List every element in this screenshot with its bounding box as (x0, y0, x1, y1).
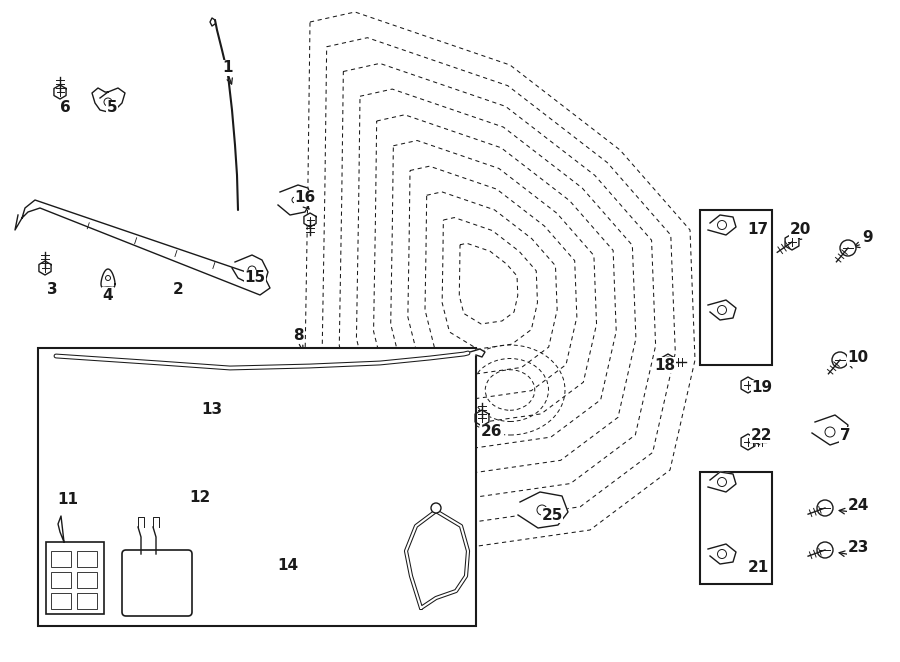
Circle shape (717, 220, 726, 230)
Polygon shape (39, 261, 51, 275)
Polygon shape (708, 544, 736, 564)
Polygon shape (278, 185, 312, 215)
Text: 9: 9 (863, 230, 873, 246)
Bar (700, 210, 772, 365)
Circle shape (537, 505, 547, 515)
Circle shape (817, 500, 833, 516)
Polygon shape (741, 377, 755, 393)
Polygon shape (475, 410, 489, 426)
Text: 21: 21 (747, 561, 769, 575)
Circle shape (840, 240, 856, 256)
Text: 2: 2 (173, 283, 184, 297)
Circle shape (663, 357, 673, 367)
Circle shape (825, 427, 835, 437)
Bar (77, 593, 97, 609)
Text: 14: 14 (277, 557, 299, 573)
Bar (77, 551, 97, 567)
Bar (51, 551, 71, 567)
Bar (51, 593, 71, 609)
Text: 16: 16 (294, 191, 316, 205)
Text: 12: 12 (189, 491, 211, 506)
Polygon shape (708, 472, 736, 492)
Text: 11: 11 (58, 493, 78, 508)
Polygon shape (708, 215, 736, 235)
Circle shape (817, 542, 833, 558)
Circle shape (105, 275, 111, 281)
Polygon shape (518, 492, 568, 528)
Polygon shape (232, 255, 268, 285)
Bar (38, 348, 476, 626)
Text: 20: 20 (789, 222, 811, 238)
Circle shape (832, 352, 848, 368)
Text: 24: 24 (847, 498, 868, 512)
Circle shape (431, 503, 441, 513)
Bar (700, 472, 772, 584)
Polygon shape (662, 354, 675, 370)
Text: 25: 25 (541, 508, 562, 522)
Circle shape (717, 477, 726, 487)
Polygon shape (785, 234, 799, 250)
Polygon shape (101, 269, 115, 287)
FancyBboxPatch shape (122, 550, 192, 616)
Text: 4: 4 (103, 287, 113, 303)
Text: 17: 17 (747, 222, 769, 238)
Circle shape (717, 549, 726, 559)
Text: 23: 23 (847, 540, 868, 555)
Text: 19: 19 (752, 381, 772, 395)
Text: 10: 10 (848, 350, 868, 365)
Text: 1: 1 (223, 60, 233, 75)
Polygon shape (22, 200, 270, 295)
Circle shape (248, 266, 256, 274)
Polygon shape (741, 434, 755, 450)
Text: 7: 7 (840, 428, 850, 442)
Polygon shape (708, 300, 736, 320)
Circle shape (717, 305, 726, 314)
Circle shape (104, 98, 112, 106)
Polygon shape (812, 415, 848, 445)
Text: 3: 3 (47, 283, 58, 297)
Polygon shape (470, 349, 485, 357)
Circle shape (292, 197, 298, 203)
Polygon shape (304, 213, 316, 227)
Text: 18: 18 (654, 357, 676, 373)
Text: 5: 5 (107, 101, 117, 115)
Text: 13: 13 (202, 402, 222, 418)
Bar (77, 572, 97, 588)
Text: 15: 15 (245, 271, 266, 285)
Text: 6: 6 (59, 101, 70, 115)
Text: 22: 22 (752, 428, 773, 442)
Text: 8: 8 (292, 328, 303, 342)
Polygon shape (92, 88, 125, 112)
Bar (46, 542, 104, 614)
Bar (51, 572, 71, 588)
Polygon shape (54, 85, 66, 99)
Text: 26: 26 (482, 424, 503, 440)
